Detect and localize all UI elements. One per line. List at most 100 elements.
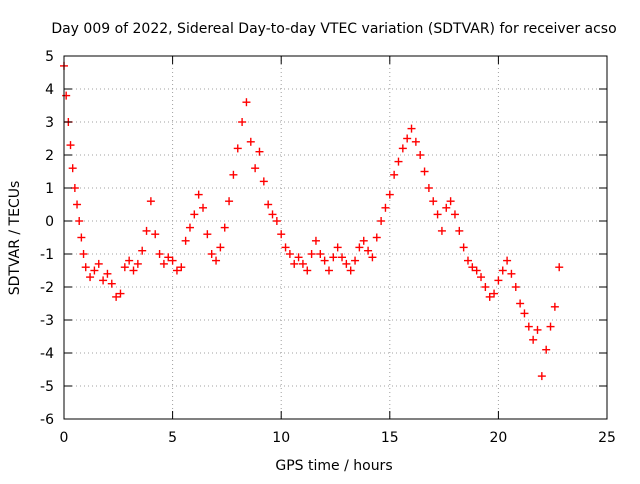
data-point [546, 322, 555, 331]
data-point [68, 164, 77, 173]
data-point [372, 233, 381, 242]
data-point [142, 226, 151, 235]
y-tick-label: -3 [40, 313, 54, 329]
data-point [242, 98, 251, 107]
data-point [368, 253, 377, 262]
data-point [238, 118, 247, 126]
data-point [529, 335, 538, 344]
data-point [177, 263, 186, 272]
data-point [125, 256, 134, 265]
data-point [199, 203, 208, 212]
data-point [272, 217, 281, 225]
data-point [112, 292, 121, 301]
data-point [146, 197, 155, 206]
data-point [168, 256, 177, 265]
data-point [407, 124, 416, 133]
data-point [311, 236, 320, 245]
data-point [268, 210, 277, 219]
data-point [472, 266, 481, 275]
data-point [298, 259, 307, 268]
data-point [516, 299, 525, 308]
data-point [164, 253, 173, 262]
data-point [129, 266, 138, 275]
data-point [359, 236, 368, 245]
y-tick-label: 0 [45, 214, 54, 230]
data-point [181, 236, 190, 245]
x-tick-label: 10 [272, 430, 290, 446]
data-point [433, 210, 442, 219]
data-point [481, 283, 490, 291]
data-point [251, 164, 260, 173]
y-tick-label: 5 [45, 49, 54, 65]
data-point [285, 250, 294, 258]
data-point [155, 250, 164, 258]
data-point [351, 256, 360, 265]
data-point [550, 302, 559, 311]
data-point [259, 177, 268, 186]
data-point [437, 226, 446, 235]
data-point [99, 276, 108, 285]
y-tick-label: -4 [40, 346, 54, 362]
data-point [416, 151, 425, 159]
data-point [277, 230, 286, 239]
data-point [151, 230, 160, 239]
data-point [485, 292, 494, 301]
data-point [390, 170, 399, 179]
x-tick-label: 25 [598, 430, 616, 446]
data-point [542, 345, 551, 354]
data-point [459, 243, 468, 252]
axis-ticks: 0 5 10 15 20 25 -6 -5 -4 -3 -2 -1 0 1 2 3 4 5 [40, 49, 616, 446]
data-point [159, 259, 168, 268]
data-point [316, 250, 325, 258]
data-point [246, 137, 255, 146]
chart-title: Day 009 of 2022, Sidereal Day-to-day VTE… [51, 21, 616, 37]
data-point [94, 259, 103, 268]
data-point [507, 269, 516, 278]
y-tick-label: 3 [45, 115, 54, 131]
data-point [533, 325, 542, 334]
data-point [138, 246, 147, 255]
data-point [75, 217, 84, 225]
data-point [264, 200, 273, 209]
data-point [225, 197, 234, 206]
data-point [79, 250, 88, 258]
data-point [216, 243, 225, 252]
data-point [103, 269, 112, 278]
data-point [66, 141, 75, 150]
data-point [450, 210, 459, 219]
data-point [120, 263, 129, 272]
x-tick-label: 20 [489, 430, 507, 446]
data-points [60, 61, 564, 381]
plot-frame [63, 55, 608, 420]
grid [64, 56, 607, 419]
data-point [255, 147, 264, 156]
data-point [403, 134, 412, 143]
data-point [446, 197, 455, 206]
data-point [324, 266, 333, 275]
data-point [520, 309, 529, 318]
data-point [429, 197, 438, 206]
data-point [555, 263, 564, 272]
data-point [338, 253, 347, 262]
data-point [511, 283, 520, 291]
data-point [70, 184, 79, 192]
data-point [77, 233, 86, 242]
data-point [424, 184, 433, 192]
data-point [229, 170, 238, 179]
y-tick-label: 4 [45, 82, 54, 98]
data-point [116, 289, 125, 298]
data-point [490, 289, 499, 298]
data-point [62, 91, 71, 100]
y-tick-label: -6 [40, 412, 54, 428]
data-point [172, 266, 181, 275]
data-point [290, 259, 299, 268]
y-axis-label: SDTVAR / TECUs [7, 181, 23, 296]
data-point [329, 253, 338, 262]
data-point [303, 266, 312, 275]
data-point [364, 246, 373, 255]
x-tick-label: 15 [381, 430, 399, 446]
data-point [73, 200, 82, 209]
x-tick-label: 0 [60, 430, 69, 446]
